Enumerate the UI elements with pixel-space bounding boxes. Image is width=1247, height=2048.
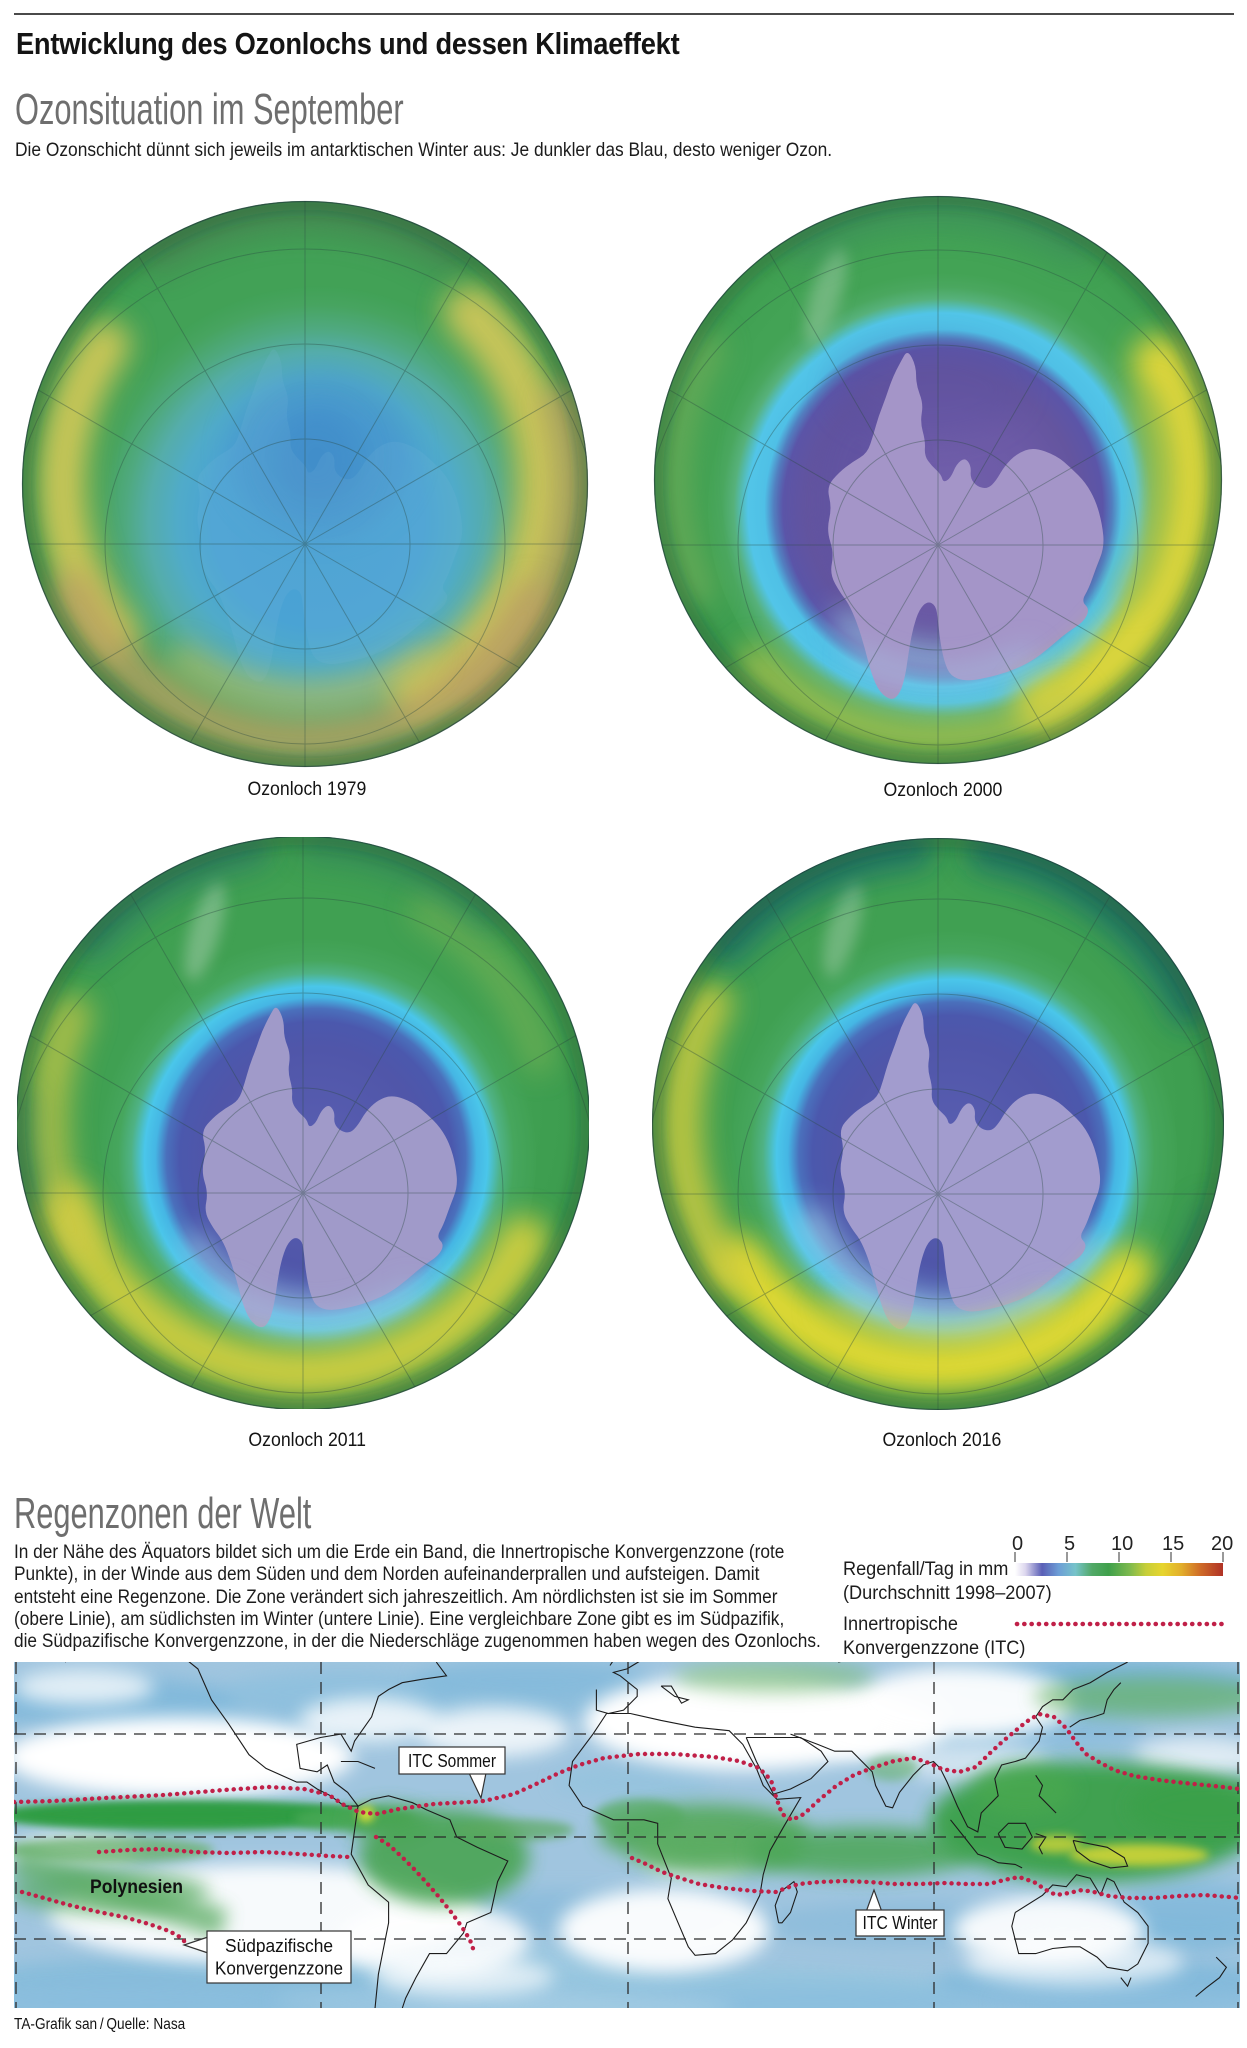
svg-text:Konvergenzzone: Konvergenzzone: [215, 1959, 343, 1979]
svg-text:Polynesien: Polynesien: [90, 1876, 183, 1898]
svg-text:ITC Winter: ITC Winter: [863, 1913, 938, 1933]
svg-text:Südpazifische: Südpazifische: [225, 1936, 333, 1956]
svg-text:ITC Sommer: ITC Sommer: [408, 1751, 496, 1771]
